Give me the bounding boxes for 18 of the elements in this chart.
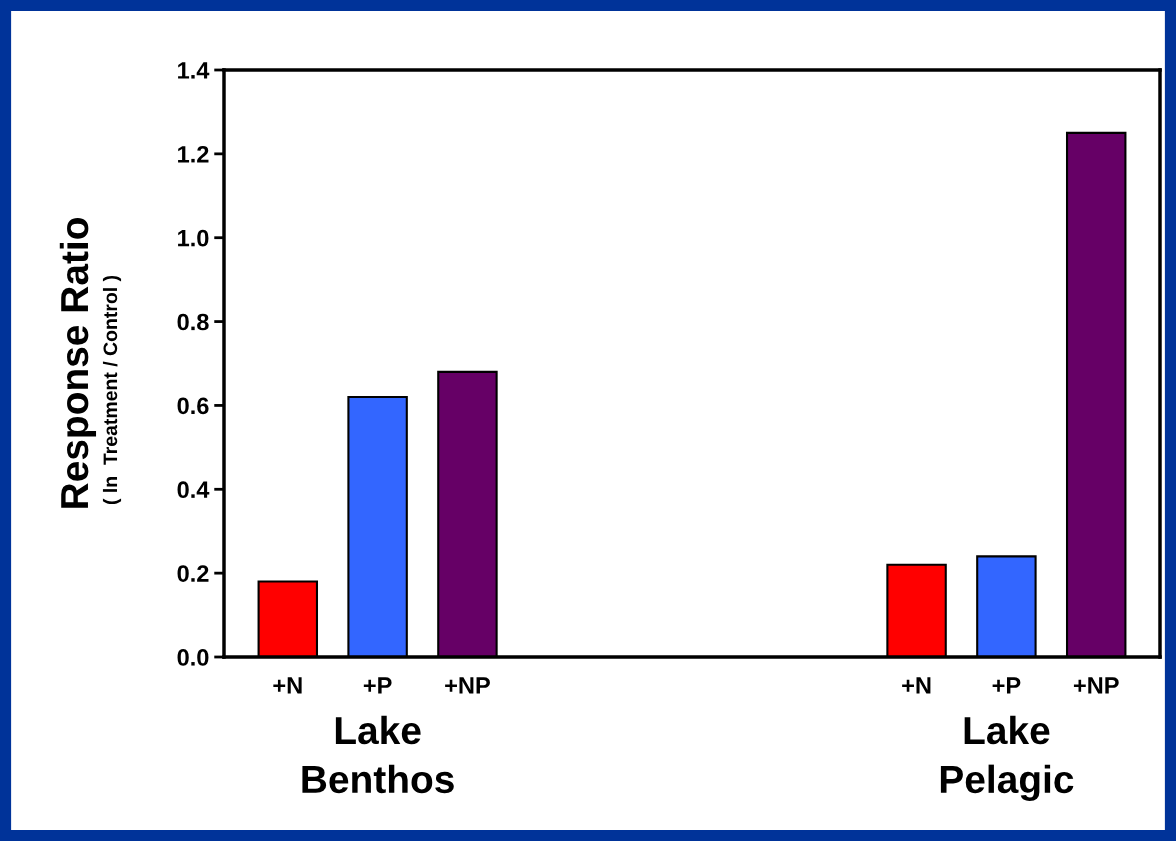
text: ( ln Treatment / Control ) [102,275,122,505]
x-tick-label: +NP [445,677,490,694]
y-tick-label: 1.0 [178,229,209,247]
x-tick-label: +NP [1073,677,1119,694]
x-tick-label: +N [902,677,931,694]
x-tick-label: +P [992,677,1021,694]
y-tick-label: 1.2 [178,145,209,163]
y-tick-label: 0.4 [177,481,210,499]
y-tick-label: 0.2 [177,565,209,582]
y-tick-label: 0.8 [177,313,209,331]
x-tick-label: +N [273,677,302,694]
y-tick-label: 0.6 [177,397,209,415]
x-tick-label: +P [363,677,392,694]
y-tick-label: 1.4 [178,62,210,79]
y-tick-label: 0.0 [177,649,209,666]
text: Lake Benthos [302,715,454,794]
text: Lake Pelagic [940,715,1074,802]
y-axis-title: Response Ratio [59,218,97,508]
